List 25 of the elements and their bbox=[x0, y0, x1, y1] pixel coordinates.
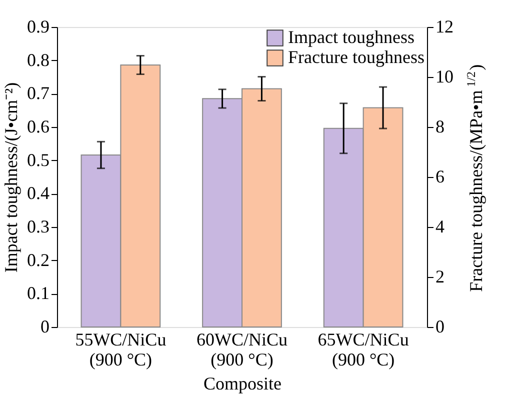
y2-tick-label: 12 bbox=[436, 16, 454, 36]
y-tick-label: 0.1 bbox=[27, 283, 50, 304]
x-tick-label: 65WC/NiCu (900 °C) bbox=[318, 330, 409, 370]
y-tick-label: 0.9 bbox=[27, 16, 50, 36]
y2-tick-label: 6 bbox=[436, 166, 444, 186]
y2-tick-label: 10 bbox=[436, 66, 454, 86]
y-tick-label: 0.3 bbox=[27, 216, 50, 236]
y-tick-label: 0.8 bbox=[27, 50, 50, 70]
y2-axis-title: Fracture toughness/(MPa•m1/2) bbox=[464, 64, 486, 292]
y-tick-label: 0.2 bbox=[27, 250, 50, 270]
y-tick-label: 0.5 bbox=[27, 150, 50, 170]
y2-tick-label: 8 bbox=[436, 116, 444, 136]
legend-label: Impact toughness bbox=[288, 27, 414, 47]
x-tick-label: 55WC/NiCu (900 °C) bbox=[75, 330, 166, 370]
y-tick-label: 0.7 bbox=[27, 83, 50, 104]
x-axis-title: Composite bbox=[203, 374, 282, 394]
y-axis-title: Impact toughness/(J•cm⁻²) bbox=[1, 82, 21, 273]
y-tick-label: 0.4 bbox=[27, 183, 50, 204]
y2-tick-label: 4 bbox=[436, 216, 444, 236]
legend-label: Fracture toughness bbox=[288, 47, 424, 67]
y-tick-label: 0.6 bbox=[27, 116, 50, 136]
x-tick-label: 60WC/NiCu (900 °C) bbox=[196, 330, 288, 370]
y2-tick-label: 2 bbox=[436, 266, 444, 286]
y-tick-label: 0 bbox=[40, 316, 50, 336]
y2-tick-label: 0 bbox=[436, 316, 444, 336]
